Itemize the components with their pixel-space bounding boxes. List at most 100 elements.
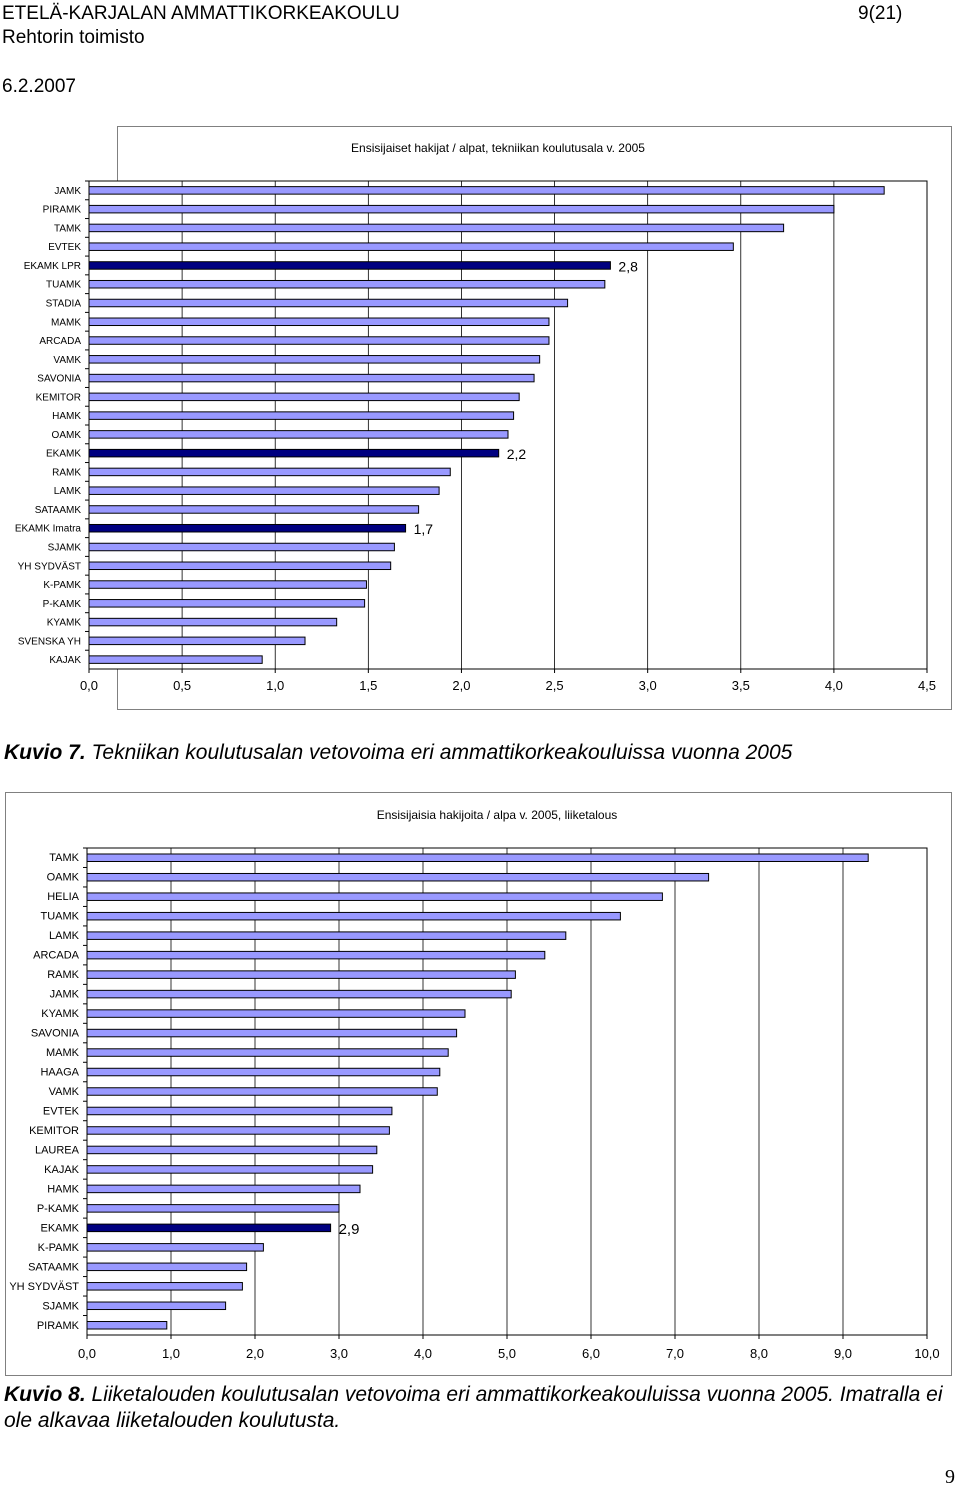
bar bbox=[88, 467, 451, 477]
document-date: 6.2.2007 bbox=[2, 76, 76, 97]
page-number: 9 bbox=[945, 1466, 955, 1488]
category-label: KEMITOR bbox=[36, 392, 81, 403]
bar-highlight bbox=[88, 523, 407, 533]
category-label: HAMK bbox=[47, 1183, 79, 1195]
category-label: K-PAMK bbox=[43, 580, 81, 591]
caption-kuvio-7: Kuvio 7. Tekniikan koulutusalan vetovoim… bbox=[4, 740, 792, 766]
category-label: SJAMK bbox=[42, 1300, 79, 1312]
category-label: LAUREA bbox=[35, 1144, 80, 1156]
bar bbox=[88, 279, 606, 289]
caption-label: Kuvio 8. bbox=[4, 1383, 86, 1406]
x-tick-label: 9,0 bbox=[834, 1346, 852, 1361]
caption-text: Tekniikan koulutusalan vetovoima eri amm… bbox=[85, 741, 793, 764]
bar bbox=[86, 1301, 227, 1311]
category-label: SATAAMK bbox=[28, 1261, 80, 1273]
bar bbox=[86, 1067, 441, 1077]
x-tick-label: 0,0 bbox=[78, 1346, 96, 1361]
bar bbox=[88, 655, 263, 664]
data-label: 2,2 bbox=[507, 446, 527, 462]
department: Rehtorin toimisto bbox=[2, 27, 145, 48]
bar bbox=[86, 1184, 361, 1194]
bar bbox=[86, 1243, 264, 1252]
bar bbox=[88, 561, 392, 571]
category-label: KEMITOR bbox=[29, 1125, 79, 1137]
bar bbox=[86, 970, 516, 979]
x-tick-label: 1,5 bbox=[359, 678, 377, 693]
x-tick-label: 4,0 bbox=[825, 678, 843, 693]
chart-title: Ensisijaiset hakijat / alpat, tekniikan … bbox=[351, 141, 645, 155]
chart-tekniikka-svg: Ensisijaiset hakijat / alpat, tekniikan … bbox=[15, 126, 952, 710]
category-label: TUAMK bbox=[41, 911, 80, 923]
bar bbox=[88, 430, 509, 439]
category-label: VAMK bbox=[53, 355, 81, 366]
bar-highlight bbox=[86, 1223, 332, 1233]
org-name: ETELÄ-KARJALAN AMMATTIKORKEAKOULU bbox=[2, 3, 400, 24]
category-label: TUAMK bbox=[46, 280, 81, 291]
caption-kuvio-8: Kuvio 8. Liiketalouden koulutusalan veto… bbox=[4, 1382, 956, 1434]
category-label: HELIA bbox=[47, 891, 79, 903]
x-tick-label: 2,0 bbox=[246, 1346, 264, 1361]
category-label: ARCADA bbox=[39, 336, 81, 347]
category-label: KYAMK bbox=[47, 618, 82, 629]
bar bbox=[86, 892, 663, 901]
caption-text: Liiketalouden koulutusalan vetovoima eri… bbox=[4, 1383, 943, 1432]
data-label: 2,9 bbox=[339, 1221, 360, 1238]
bar bbox=[88, 223, 785, 233]
category-label: SAVONIA bbox=[31, 1028, 80, 1040]
category-label: YH SYDVÄST bbox=[9, 1281, 79, 1293]
x-tick-label: 3,0 bbox=[639, 678, 657, 693]
bar bbox=[86, 853, 869, 862]
category-label: PIRAMK bbox=[37, 1320, 80, 1332]
chart-liiketalous-svg: Ensisijaisia hakijoita / alpa v. 2005, l… bbox=[5, 792, 952, 1376]
bar bbox=[86, 1009, 466, 1018]
bar-highlight bbox=[88, 448, 500, 458]
bar bbox=[88, 505, 420, 514]
x-tick-label: 0,0 bbox=[80, 678, 98, 693]
x-tick-label: 8,0 bbox=[750, 1346, 768, 1361]
category-label: VAMK bbox=[49, 1086, 80, 1098]
category-label: SJAMK bbox=[48, 543, 82, 554]
bar bbox=[88, 542, 395, 552]
category-label: EVTEK bbox=[43, 1105, 80, 1117]
category-label: RAMK bbox=[47, 969, 79, 981]
bar bbox=[88, 599, 366, 608]
bar bbox=[86, 1282, 243, 1291]
bar bbox=[88, 580, 367, 589]
bar bbox=[86, 1028, 458, 1038]
category-label: KAJAK bbox=[49, 655, 81, 666]
category-label: RAMK bbox=[52, 467, 81, 478]
category-label: TAMK bbox=[49, 852, 79, 864]
category-label: KAJAK bbox=[44, 1164, 80, 1176]
x-tick-label: 10,0 bbox=[914, 1346, 939, 1361]
x-tick-label: 2,0 bbox=[452, 678, 470, 693]
bar bbox=[88, 373, 535, 383]
x-tick-label: 5,0 bbox=[498, 1346, 516, 1361]
bar bbox=[86, 989, 512, 999]
bar bbox=[88, 486, 440, 495]
category-label: MAMK bbox=[51, 317, 81, 328]
category-label: TAMK bbox=[54, 223, 81, 234]
bar bbox=[86, 1048, 449, 1057]
bar bbox=[88, 355, 541, 364]
bar bbox=[88, 411, 515, 420]
x-tick-label: 7,0 bbox=[666, 1346, 684, 1361]
bar bbox=[86, 1165, 374, 1174]
bar bbox=[88, 392, 520, 402]
bar bbox=[88, 317, 550, 327]
bar bbox=[88, 242, 734, 251]
category-label: HAAGA bbox=[40, 1067, 79, 1079]
bar bbox=[86, 1145, 378, 1155]
bar bbox=[86, 1262, 248, 1272]
bar bbox=[86, 1204, 340, 1213]
bar bbox=[86, 1321, 168, 1330]
x-tick-label: 1,0 bbox=[162, 1346, 180, 1361]
caption-label: Kuvio 7. bbox=[4, 741, 86, 764]
category-label: PIRAMK bbox=[43, 205, 82, 216]
category-label: EKAMK Imatra bbox=[15, 524, 82, 535]
data-label: 1,7 bbox=[414, 521, 434, 537]
x-tick-label: 4,0 bbox=[414, 1346, 432, 1361]
chart-title: Ensisijaisia hakijoita / alpa v. 2005, l… bbox=[377, 808, 618, 822]
category-label: KYAMK bbox=[41, 1008, 79, 1020]
category-label: SAVONIA bbox=[37, 374, 81, 385]
page-count: 9(21) bbox=[858, 3, 903, 24]
